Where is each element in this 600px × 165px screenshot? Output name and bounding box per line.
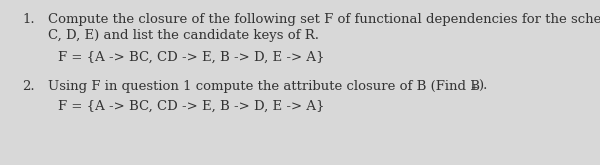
Text: F = {A -> BC, CD -> E, B -> D, E -> A}: F = {A -> BC, CD -> E, B -> D, E -> A} (58, 51, 325, 64)
Text: 1.: 1. (22, 13, 35, 26)
Text: F = {A -> BC, CD -> E, B -> D, E -> A}: F = {A -> BC, CD -> E, B -> D, E -> A} (58, 100, 325, 113)
Text: +: + (470, 83, 478, 92)
Text: Using F in question 1 compute the attribute closure of B (Find B: Using F in question 1 compute the attrib… (48, 80, 480, 93)
Text: C, D, E) and list the candidate keys of R.: C, D, E) and list the candidate keys of … (48, 29, 319, 42)
Text: 2.: 2. (22, 80, 35, 93)
Text: ).: ). (478, 80, 487, 93)
Text: Compute the closure of the following set F of functional dependencies for the sc: Compute the closure of the following set… (48, 13, 600, 26)
